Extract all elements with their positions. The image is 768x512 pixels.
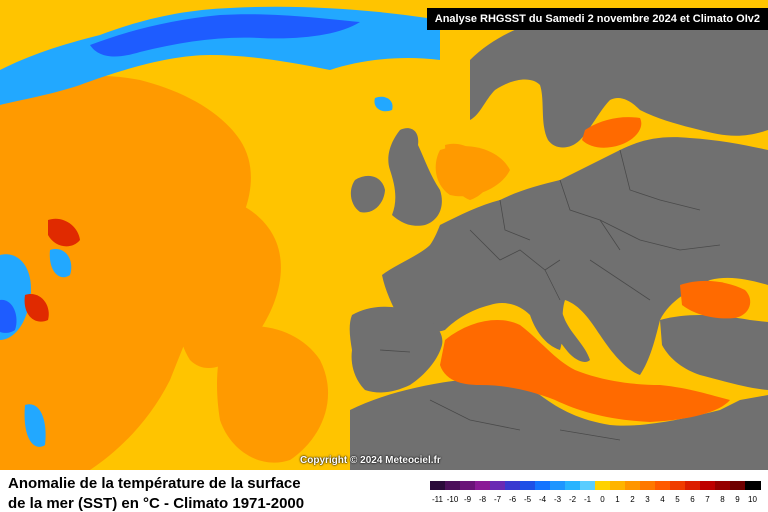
legend-tick-label: -3: [553, 495, 562, 504]
warm-anomaly-area: [173, 196, 281, 369]
land-ireland: [350, 175, 385, 213]
legend-swatch: [715, 481, 731, 490]
legend-tick-label: -2: [568, 495, 577, 504]
footer: Anomalie de la température de la surface…: [0, 470, 768, 512]
legend-tick-label: 2: [630, 495, 635, 504]
legend-swatch: [445, 481, 461, 490]
legend-tick-label: 9: [735, 495, 740, 504]
legend-swatch: [655, 481, 671, 490]
color-legend: -11 -10 -9 -8 -7 -6 -5 -4 -3 -2 -1 0 1 2 3 4 5 6 7 8 9 10: [430, 481, 761, 509]
legend-tick-label: -11: [432, 495, 443, 504]
cold-anomaly-area: [49, 249, 72, 278]
legend-swatch: [640, 481, 656, 490]
cold-anomaly-area: [0, 299, 17, 333]
legend-tick-label: -6: [508, 495, 517, 504]
legend-swatch: [565, 481, 581, 490]
north-sea-warm-area: [445, 143, 492, 200]
map-title-line1: Anomalie de la température de la surface: [8, 475, 301, 492]
legend-swatch: [730, 481, 746, 490]
mediterranean-warm-area: [440, 320, 730, 422]
cold-anomaly-area: [90, 14, 360, 57]
hot-anomaly-area: [24, 294, 49, 322]
land-italy: [540, 290, 590, 363]
legend-tick-label: 8: [720, 495, 725, 504]
country-borders: [379, 149, 721, 441]
warm-anomaly-area: [217, 326, 329, 463]
land-iberia: [349, 306, 443, 393]
legend-swatch: [595, 481, 611, 490]
legend-swatch: [580, 481, 596, 490]
legend-tick-label: -8: [478, 495, 487, 504]
warm-anomaly-area: [0, 75, 251, 470]
baltic-warm-area: [582, 117, 642, 148]
hot-anomaly-area: [48, 218, 80, 247]
legend-swatch: [505, 481, 521, 490]
analysis-header: Analyse RHGSST du Samedi 2 novembre 2024…: [426, 8, 768, 30]
legend-swatch: [535, 481, 551, 490]
land-great-britain: [388, 128, 442, 226]
legend-swatch: [460, 481, 476, 490]
legend-swatch: [430, 481, 446, 490]
legend-tick-label: 6: [690, 495, 695, 504]
legend-tick-label: 7: [705, 495, 710, 504]
legend-tick-label: -4: [538, 495, 547, 504]
land-africa: [350, 378, 768, 470]
sst-anomaly-map: [0, 0, 768, 470]
cold-anomaly-area: [374, 96, 393, 112]
legend-swatch: [700, 481, 716, 490]
legend-tick-label: -5: [523, 495, 532, 504]
legend-swatch: [745, 481, 761, 490]
land-turkey: [660, 315, 768, 390]
legend-swatch: [610, 481, 626, 490]
legend-swatch: [490, 481, 506, 490]
legend-tick-label: -7: [493, 495, 502, 504]
legend-swatch: [520, 481, 536, 490]
legend-tick-label: 1: [615, 495, 620, 504]
map-title-line2: de la mer (SST) en °C - Climato 1971-200…: [8, 495, 305, 512]
legend-swatch: [625, 481, 641, 490]
legend-tick-label: -1: [583, 495, 592, 504]
land-scandinavia: [470, 20, 768, 148]
legend-swatch: [685, 481, 701, 490]
legend-tick-label: 4: [660, 495, 665, 504]
legend-tick-label: 10: [748, 495, 757, 504]
land-europe: [382, 137, 768, 375]
cold-anomaly-area: [24, 404, 46, 447]
legend-tick-label: 3: [645, 495, 650, 504]
legend-swatch: [550, 481, 566, 490]
legend-swatch: [475, 481, 491, 490]
legend-tick-label: -10: [446, 495, 459, 504]
legend-swatch: [670, 481, 686, 490]
legend-tick-label: 5: [675, 495, 680, 504]
black-sea-warm-area: [680, 280, 751, 319]
copyright-notice: Copyright © 2024 Meteociel.fr: [300, 455, 441, 466]
legend-tick-label: 0: [600, 495, 605, 504]
legend-tick-label: -9: [463, 495, 472, 504]
